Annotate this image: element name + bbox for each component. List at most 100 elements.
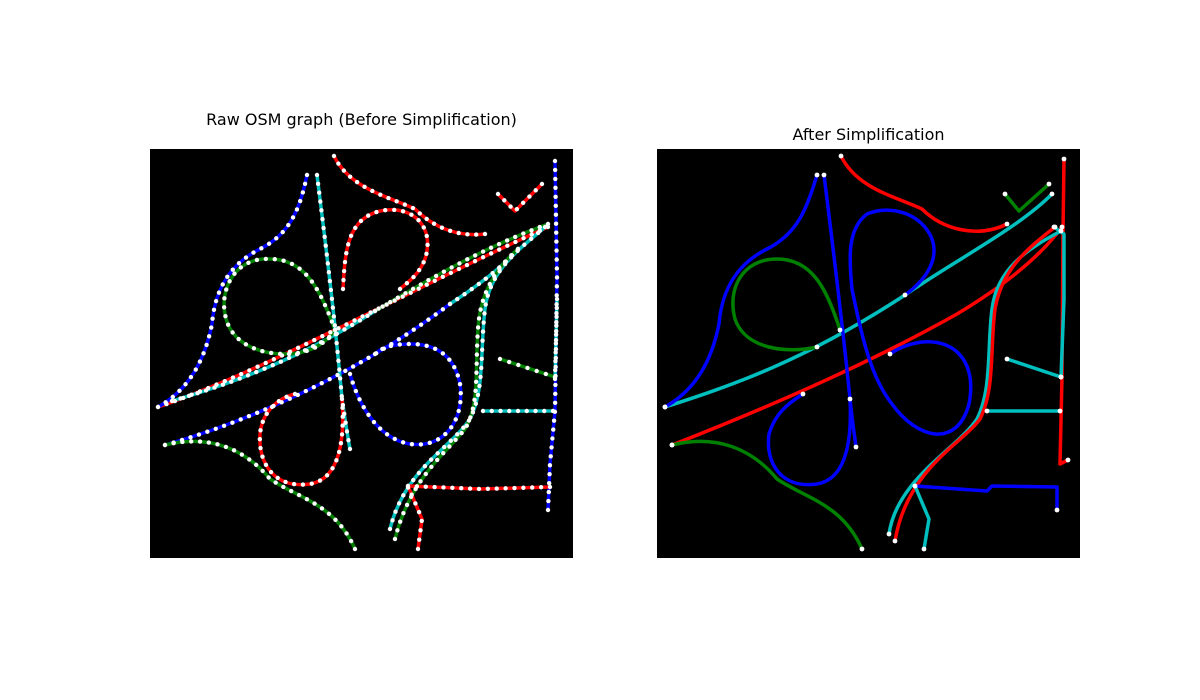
graph-node	[238, 417, 243, 422]
graph-node	[393, 509, 398, 514]
graph-node	[423, 484, 428, 489]
graph-node	[409, 492, 414, 497]
graph-node	[456, 408, 461, 414]
graph-node	[326, 511, 332, 516]
graph-node	[514, 206, 520, 212]
graph-node	[464, 423, 470, 428]
graph-node	[497, 266, 502, 271]
graph-node	[284, 394, 289, 400]
graph-node	[474, 232, 479, 237]
graph-node	[449, 425, 454, 430]
graph-node	[312, 345, 318, 350]
graph-node	[534, 368, 539, 374]
graph-node	[183, 382, 188, 387]
graph-node	[554, 293, 559, 298]
graph-node	[243, 342, 249, 347]
graph-node	[853, 444, 859, 450]
graph-node	[525, 365, 530, 371]
graph-node	[197, 439, 203, 444]
graph-node	[392, 207, 397, 213]
graph-node	[392, 536, 398, 542]
graph-node	[411, 327, 416, 332]
graph-node	[405, 483, 411, 489]
graph-node	[554, 305, 559, 311]
graph-node	[258, 445, 263, 451]
graph-node	[537, 224, 542, 230]
graph-node	[554, 311, 559, 316]
graph-node	[263, 360, 268, 366]
graph-node	[303, 388, 309, 394]
graph-node	[163, 400, 168, 405]
graph-node	[206, 334, 212, 339]
graph-node	[1057, 408, 1063, 414]
graph-node	[416, 509, 422, 515]
graph-node	[464, 262, 470, 268]
graph-node	[1054, 507, 1060, 513]
graph-node	[457, 261, 462, 266]
graph-node	[515, 408, 521, 414]
graph-node	[332, 327, 338, 333]
graph-node	[505, 243, 510, 248]
graph-node	[814, 344, 820, 350]
graph-node	[1052, 224, 1058, 230]
graph-node	[260, 348, 265, 354]
graph-node	[553, 332, 559, 337]
graph-node	[365, 213, 371, 218]
graph-node	[472, 397, 477, 403]
graph-node	[338, 441, 344, 446]
graph-node	[204, 342, 209, 348]
graph-node	[336, 449, 342, 455]
graph-node	[448, 270, 454, 276]
graph-node	[415, 546, 421, 552]
graph-node	[465, 232, 470, 237]
graph-node	[395, 295, 401, 300]
graph-node	[304, 341, 309, 347]
graph-node	[457, 381, 463, 387]
graph-node	[550, 436, 555, 441]
graph-node	[357, 397, 362, 402]
graph-node	[542, 224, 548, 230]
graph-node	[387, 526, 393, 532]
graph-node	[314, 172, 320, 178]
graph-node	[470, 406, 476, 411]
graph-node	[231, 448, 237, 453]
graph-node	[335, 349, 340, 355]
raw-edge	[388, 225, 547, 531]
graph-node	[372, 351, 378, 357]
graph-node	[337, 376, 343, 381]
graph-node	[254, 257, 260, 263]
graph-node	[506, 359, 512, 365]
graph-node	[254, 369, 259, 375]
graph-node	[297, 266, 302, 271]
graph-node	[433, 273, 439, 279]
graph-node	[155, 404, 161, 410]
graph-node	[366, 355, 371, 361]
graph-node	[224, 287, 229, 292]
graph-node	[921, 546, 927, 552]
simplified-edge	[663, 173, 819, 409]
graph-node	[320, 340, 325, 346]
graph-node	[488, 251, 494, 256]
graph-node	[314, 286, 320, 292]
graph-node	[487, 281, 492, 287]
graph-node	[859, 546, 865, 552]
graph-node	[485, 486, 491, 491]
graph-node	[246, 260, 251, 265]
graph-node	[277, 351, 283, 357]
graph-node	[524, 408, 529, 414]
graph-node	[547, 484, 553, 490]
graph-node	[553, 346, 559, 352]
graph-node	[403, 291, 408, 296]
graph-node	[480, 329, 486, 334]
graph-node	[260, 468, 265, 474]
graph-node	[342, 327, 347, 332]
graph-node	[263, 256, 269, 262]
graph-node	[378, 192, 383, 197]
graph-node	[203, 388, 209, 393]
graph-node	[441, 450, 446, 456]
simplified-edge	[893, 225, 1057, 543]
simplified-edge	[670, 225, 1064, 447]
graph-node	[550, 408, 556, 414]
graph-node	[480, 298, 486, 304]
graph-node	[554, 266, 560, 271]
